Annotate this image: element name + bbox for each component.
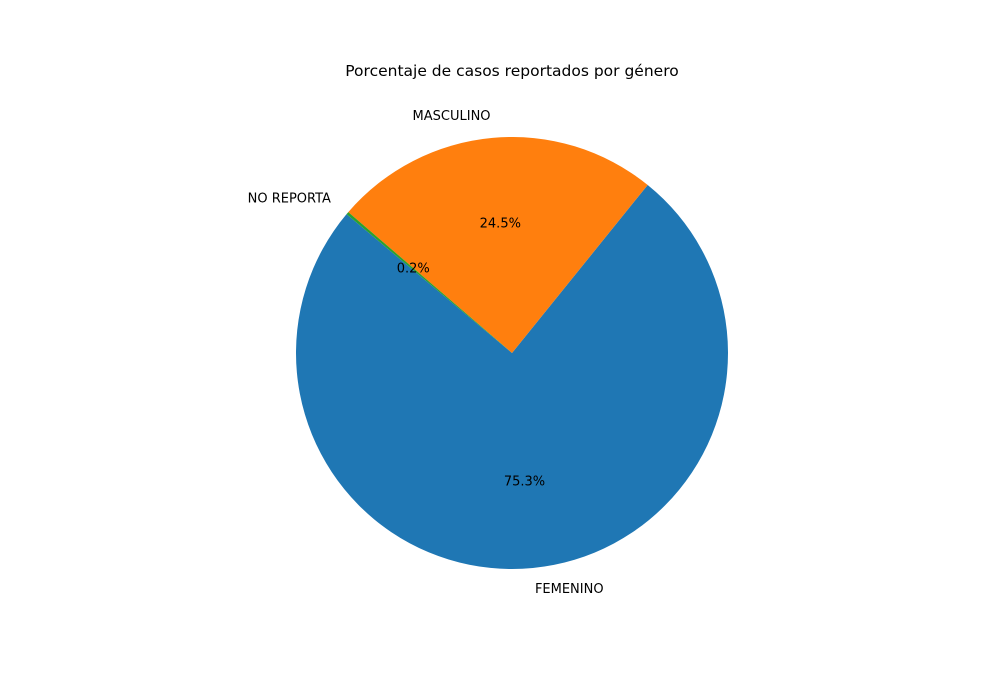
chart-title: Porcentaje de casos reportados por géner… (345, 62, 678, 80)
pie-labels: FEMENINO 75.3% MASCULINO 24.5% NO REPORTA 0.2… (248, 109, 604, 597)
pie-slice-masculino (348, 137, 648, 353)
pie-slices (296, 137, 729, 569)
pie-slice-femenino (296, 184, 729, 569)
pie-slice-no-reporta (346, 212, 512, 353)
slice-percent-no-reporta: 0.2% (397, 262, 430, 277)
slice-label-masculino: MASCULINO (413, 109, 491, 124)
slice-percent-femenino: 75.3% (504, 474, 545, 489)
slice-label-no-reporta: NO REPORTA (248, 192, 331, 207)
slice-label-femenino: FEMENINO (535, 582, 604, 597)
slice-percent-masculino: 24.5% (480, 216, 521, 231)
